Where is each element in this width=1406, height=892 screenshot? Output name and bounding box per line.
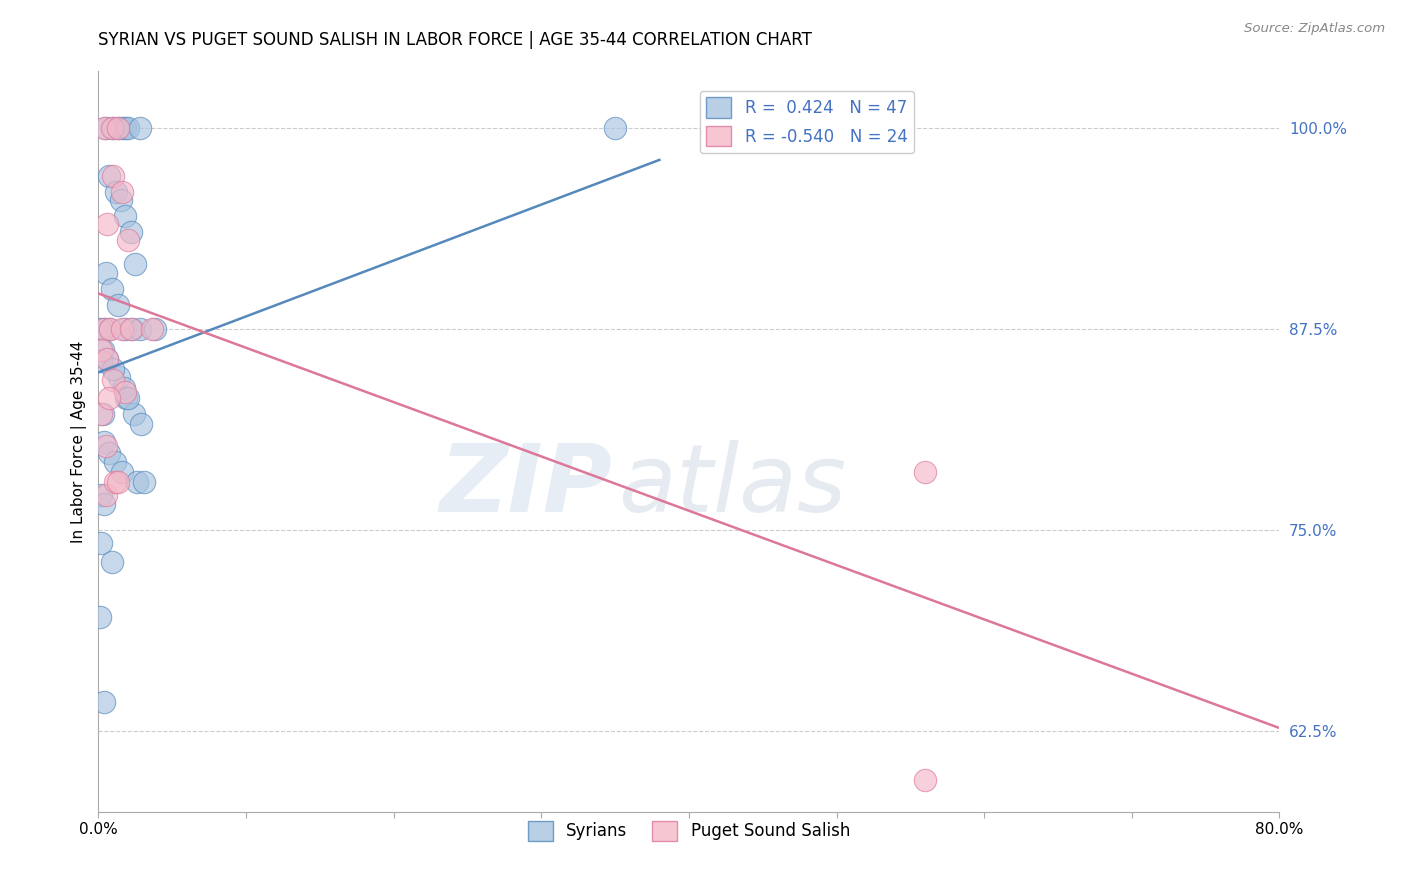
Point — [125, 475, 148, 489]
Point — [117, 391, 139, 405]
Point — [117, 120, 139, 135]
Point — [100, 282, 122, 296]
Point — [96, 217, 118, 231]
Point — [90, 354, 112, 368]
Point — [107, 120, 129, 135]
Point — [90, 536, 112, 550]
Point — [103, 373, 125, 387]
Point — [124, 258, 146, 272]
Point — [114, 322, 136, 336]
Point — [120, 322, 142, 336]
Point — [103, 169, 125, 183]
Point — [94, 488, 117, 502]
Point — [914, 772, 936, 787]
Point — [121, 322, 143, 336]
Point — [93, 695, 115, 709]
Point — [104, 475, 127, 489]
Point — [115, 391, 138, 405]
Point — [111, 120, 134, 135]
Point — [103, 362, 125, 376]
Point — [98, 322, 121, 336]
Point — [100, 120, 122, 135]
Text: Source: ZipAtlas.com: Source: ZipAtlas.com — [1244, 22, 1385, 36]
Point — [103, 120, 125, 135]
Point — [94, 439, 117, 453]
Point — [108, 370, 131, 384]
Text: ZIP: ZIP — [439, 440, 612, 532]
Legend: Syrians, Puget Sound Salish: Syrians, Puget Sound Salish — [522, 814, 856, 847]
Y-axis label: In Labor Force | Age 35-44: In Labor Force | Age 35-44 — [72, 341, 87, 542]
Point — [93, 434, 115, 449]
Point — [104, 455, 127, 469]
Point — [605, 120, 627, 135]
Point — [129, 417, 152, 431]
Point — [141, 322, 163, 336]
Text: atlas: atlas — [619, 441, 846, 532]
Point — [111, 465, 134, 479]
Point — [93, 497, 115, 511]
Point — [114, 120, 136, 135]
Point — [91, 407, 114, 421]
Point — [100, 555, 122, 569]
Point — [90, 343, 112, 357]
Point — [111, 185, 134, 199]
Point — [89, 610, 111, 624]
Point — [112, 381, 135, 395]
Point — [90, 488, 112, 502]
Point — [97, 169, 120, 183]
Point — [114, 209, 136, 223]
Point — [93, 322, 115, 336]
Point — [96, 352, 118, 367]
Point — [91, 343, 114, 357]
Point — [120, 225, 142, 239]
Point — [94, 266, 117, 280]
Point — [128, 322, 150, 336]
Text: SYRIAN VS PUGET SOUND SALISH IN LABOR FORCE | AGE 35-44 CORRELATION CHART: SYRIAN VS PUGET SOUND SALISH IN LABOR FO… — [98, 31, 813, 49]
Point — [117, 233, 139, 247]
Point — [107, 475, 129, 489]
Point — [97, 322, 120, 336]
Point — [143, 322, 166, 336]
Point — [114, 384, 136, 399]
Point — [93, 322, 115, 336]
Point — [94, 120, 117, 135]
Point — [134, 475, 156, 489]
Point — [107, 298, 129, 312]
Point — [111, 322, 134, 336]
Point — [914, 465, 936, 479]
Point — [97, 391, 120, 405]
Point — [96, 352, 118, 367]
Point — [105, 185, 128, 199]
Point — [97, 446, 120, 460]
Point — [110, 193, 132, 207]
Point — [107, 120, 129, 135]
Point — [89, 322, 111, 336]
Point — [93, 120, 115, 135]
Point — [128, 120, 150, 135]
Point — [90, 407, 112, 421]
Point — [122, 407, 145, 421]
